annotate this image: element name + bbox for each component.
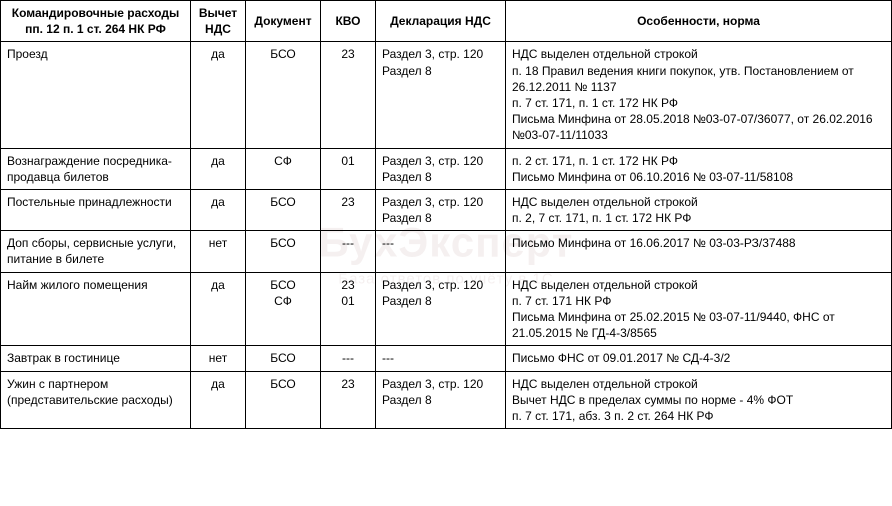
cell-document: БСОСФ bbox=[246, 272, 321, 346]
cell-document: БСО bbox=[246, 371, 321, 429]
cell-vat-declaration: --- bbox=[376, 346, 506, 371]
cell-expense: Завтрак в гостинице bbox=[1, 346, 191, 371]
table-row: Найм жилого помещениядаБСОСФ2301Раздел 3… bbox=[1, 272, 892, 346]
cell-notes: НДС выделен отдельной строкойп. 2, 7 ст.… bbox=[506, 189, 892, 230]
cell-notes: НДС выделен отдельной строкойп. 18 Прави… bbox=[506, 42, 892, 148]
cell-vat-deduction: да bbox=[191, 189, 246, 230]
cell-notes: Письмо ФНС от 09.01.2017 № СД-4-3/2 bbox=[506, 346, 892, 371]
header-notes: Особенности, норма bbox=[506, 1, 892, 42]
cell-document: БСО bbox=[246, 231, 321, 272]
cell-vat-deduction: нет bbox=[191, 346, 246, 371]
cell-expense: Постельные принадлежности bbox=[1, 189, 191, 230]
table-row: Доп сборы, сервисные услуги, питание в б… bbox=[1, 231, 892, 272]
cell-document: БСО bbox=[246, 346, 321, 371]
cell-notes: Письмо Минфина от 16.06.2017 № 03-03-РЗ/… bbox=[506, 231, 892, 272]
cell-kvo: 01 bbox=[321, 148, 376, 189]
cell-vat-declaration: Раздел 3, стр. 120Раздел 8 bbox=[376, 272, 506, 346]
cell-kvo: --- bbox=[321, 231, 376, 272]
cell-document: БСО bbox=[246, 189, 321, 230]
cell-expense: Найм жилого помещения bbox=[1, 272, 191, 346]
cell-expense: Доп сборы, сервисные услуги, питание в б… bbox=[1, 231, 191, 272]
cell-vat-deduction: да bbox=[191, 42, 246, 148]
cell-expense: Вознаграждение посредника-продавца билет… bbox=[1, 148, 191, 189]
cell-vat-declaration: Раздел 3, стр. 120Раздел 8 bbox=[376, 148, 506, 189]
table-row: Ужин с партнером (представительские расх… bbox=[1, 371, 892, 429]
cell-notes: п. 2 ст. 171, п. 1 ст. 172 НК РФПисьмо М… bbox=[506, 148, 892, 189]
cell-expense: Проезд bbox=[1, 42, 191, 148]
cell-vat-deduction: да bbox=[191, 371, 246, 429]
cell-kvo: --- bbox=[321, 346, 376, 371]
cell-vat-declaration: Раздел 3, стр. 120Раздел 8 bbox=[376, 189, 506, 230]
cell-kvo: 23 bbox=[321, 371, 376, 429]
table-row: Постельные принадлежностидаБСО23Раздел 3… bbox=[1, 189, 892, 230]
cell-vat-deduction: да bbox=[191, 272, 246, 346]
header-expense: Командировочные расходы пп. 12 п. 1 ст. … bbox=[1, 1, 191, 42]
header-vat-declaration: Декларация НДС bbox=[376, 1, 506, 42]
cell-vat-deduction: нет bbox=[191, 231, 246, 272]
header-document: Документ bbox=[246, 1, 321, 42]
header-vat-deduction: Вычет НДС bbox=[191, 1, 246, 42]
cell-notes: НДС выделен отдельной строкойВычет НДС в… bbox=[506, 371, 892, 429]
table-row: ПроезддаБСО23Раздел 3, стр. 120Раздел 8Н… bbox=[1, 42, 892, 148]
header-kvo: КВО bbox=[321, 1, 376, 42]
cell-vat-declaration: Раздел 3, стр. 120Раздел 8 bbox=[376, 42, 506, 148]
table-body: ПроезддаБСО23Раздел 3, стр. 120Раздел 8Н… bbox=[1, 42, 892, 429]
cell-kvo: 23 bbox=[321, 189, 376, 230]
table-row: Вознаграждение посредника-продавца билет… bbox=[1, 148, 892, 189]
expense-table: Командировочные расходы пп. 12 п. 1 ст. … bbox=[0, 0, 892, 429]
cell-vat-declaration: Раздел 3, стр. 120Раздел 8 bbox=[376, 371, 506, 429]
cell-notes: НДС выделен отдельной строкойп. 7 ст. 17… bbox=[506, 272, 892, 346]
cell-kvo: 2301 bbox=[321, 272, 376, 346]
cell-kvo: 23 bbox=[321, 42, 376, 148]
table-header-row: Командировочные расходы пп. 12 п. 1 ст. … bbox=[1, 1, 892, 42]
cell-document: СФ bbox=[246, 148, 321, 189]
cell-expense: Ужин с партнером (представительские расх… bbox=[1, 371, 191, 429]
cell-vat-declaration: --- bbox=[376, 231, 506, 272]
cell-vat-deduction: да bbox=[191, 148, 246, 189]
cell-document: БСО bbox=[246, 42, 321, 148]
table-row: Завтрак в гостиниценетБСО------Письмо ФН… bbox=[1, 346, 892, 371]
